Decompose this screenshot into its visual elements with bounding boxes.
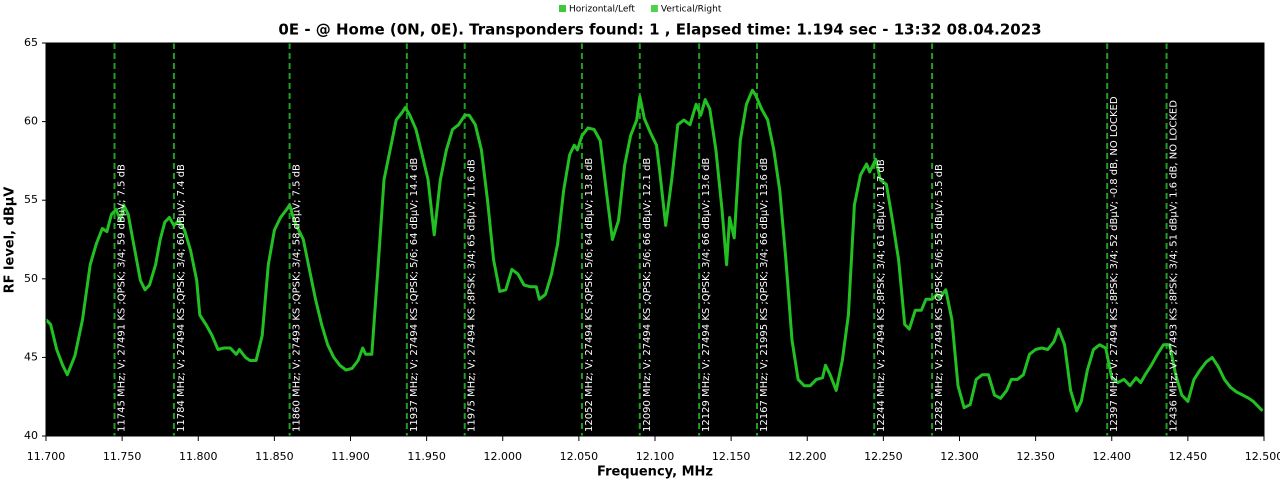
y-tick-label: 65 [24,36,38,49]
transponder-label: 11975 MHz; V; 27494 KS ;8PSK; 3/4; 65 dB… [467,159,478,432]
chart-title: 0E - @ Home (0N, 0E). Transponders found… [278,21,1041,39]
y-tick-label: 45 [24,350,38,363]
x-tick-label: 12.100 [636,450,675,463]
transponder-label: 12436 MHz; V; 27493 KS ;8PSK; 3/4; 51 dB… [1169,100,1180,432]
spectrum-line [44,88,1264,413]
x-tick-label: 11.900 [331,450,370,463]
plot-border [45,42,1265,437]
legend-swatch [559,5,566,12]
x-tick-label: 11.800 [179,450,218,463]
x-tick-label: 12.150 [712,450,751,463]
transponder-label: 12090 MHz; V; 27494 KS ;QPSK; 5/6; 66 dB… [642,158,653,432]
plot-area [46,43,1264,436]
x-tick-label: 11.950 [407,450,446,463]
x-tick-label: 11.750 [103,450,142,463]
legend-label: Vertical/Right [661,5,722,15]
x-tick-label: 12.250 [864,450,903,463]
x-tick-label: 11.850 [255,450,294,463]
y-axis-label: RF level, dBµV [3,187,18,294]
x-tick-label: 12.400 [1093,450,1132,463]
legend-swatch [650,5,658,12]
legend-label: Horizontal/Left [569,5,635,15]
x-tick-label: 12.000 [484,450,523,463]
x-axis-label: Frequency, MHz [597,465,713,480]
x-tick-label: 12.450 [1169,450,1208,463]
y-tick-label: 50 [24,272,38,285]
transponder-label: 11860 MHz; V; 27493 KS ;QPSK; 3/4; 58 dB… [292,164,303,432]
y-tick-label: 60 [24,115,38,128]
x-tick-label: 12.500 [1245,450,1280,463]
transponder-label: 12244 MHz; V; 27494 KS ;8PSK; 3/4; 61 dB… [876,159,887,432]
transponder-label: 12129 MHz; V; 27494 KS ;QPSK; 3/4; 66 dB… [701,158,712,432]
transponder-label: 12282 MHz; V; 27494 KS ;QPSK; 5/6; 55 dB… [934,164,945,432]
y-tick-label: 55 [24,193,38,206]
transponder-label: 11784 MHz; V; 27494 KS ;QPSK; 3/4; 60 dB… [176,164,187,432]
x-tick-label: 12.300 [940,450,979,463]
transponder-label: 12397 MHz; V; 27494 KS ;8PSK; 3/4; 52 dB… [1109,96,1120,432]
transponder-label: 12167 MHz; V; 21995 KS ;QPSK; 3/4; 66 dB… [759,158,770,432]
transponder-label: 12052 MHz; V; 27494 KS ;QPSK; 5/6; 64 dB… [584,158,595,432]
x-tick-label: 11.700 [27,450,66,463]
transponder-label: 11937 MHz; V; 27494 KS ;QPSK; 5/6; 64 dB… [409,158,420,432]
transponder-label: 11745 MHz; V; 27491 KS ;QPSK; 3/4; 59 dB… [117,164,128,432]
y-tick-label: 40 [24,429,38,442]
x-tick-label: 12.050 [560,450,599,463]
x-tick-label: 12.200 [788,450,827,463]
x-tick-label: 12.350 [1016,450,1055,463]
